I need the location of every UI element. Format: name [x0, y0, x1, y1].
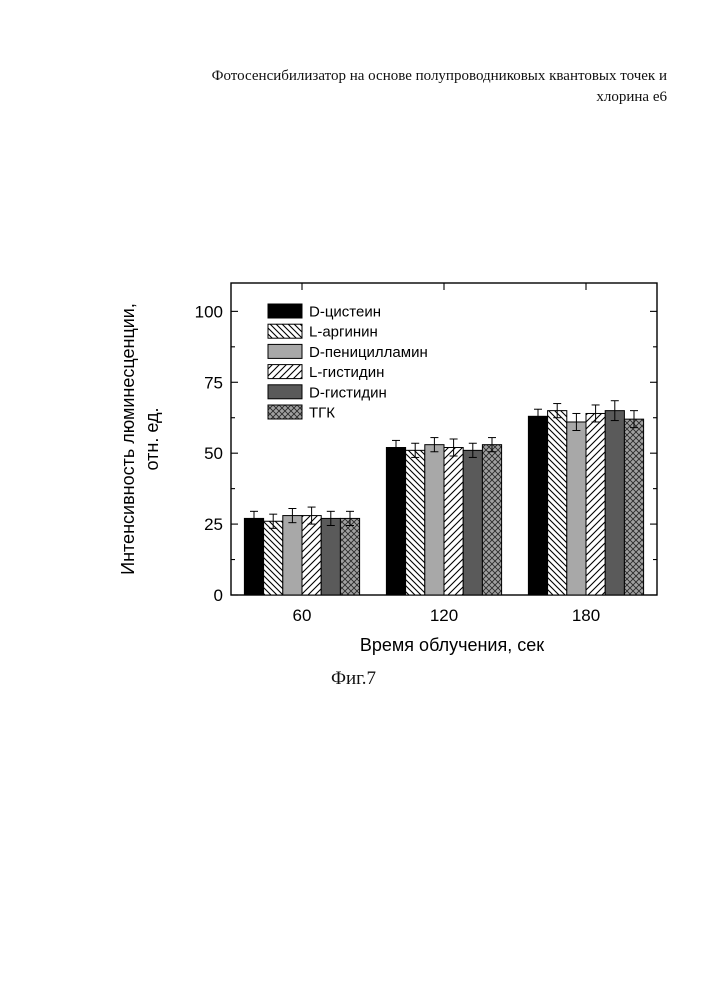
bar [605, 411, 624, 595]
bar [340, 518, 359, 595]
bar [624, 419, 643, 595]
bar [244, 518, 263, 595]
bar [482, 445, 501, 595]
x-axis-title: Время облучения, сек [360, 635, 544, 655]
bar [528, 416, 547, 595]
bar [302, 516, 321, 595]
bar [386, 448, 405, 595]
legend-swatch [268, 324, 302, 338]
legend-swatch [268, 365, 302, 379]
x-tick-label: 180 [572, 606, 600, 625]
x-tick-label: 120 [430, 606, 458, 625]
legend-label: L-аргинин [309, 324, 378, 341]
legend-label: ТГК [309, 405, 335, 422]
bar [283, 516, 302, 595]
bar [321, 518, 340, 595]
y-tick-label: 25 [204, 515, 223, 534]
legend-label: L-гистидин [309, 364, 384, 381]
bar [463, 450, 482, 595]
x-tick-label: 60 [293, 606, 312, 625]
y-axis-title-line-1: Интенсивность люминесценции, [118, 303, 138, 575]
bar [264, 521, 283, 595]
legend-swatch [268, 304, 302, 318]
bar [406, 450, 425, 595]
legend-label: D-цистеин [309, 304, 381, 321]
y-tick-label: 100 [195, 302, 223, 321]
y-axis-title-line-2: отн. ед. [142, 408, 162, 471]
figure-caption: Фиг.7 [0, 668, 707, 690]
y-tick-label: 50 [204, 444, 223, 463]
legend-swatch [268, 385, 302, 399]
legend-swatch [268, 405, 302, 419]
legend-label: D-гистидин [309, 384, 387, 401]
bar [548, 411, 567, 595]
legend-swatch [268, 344, 302, 358]
bar [586, 413, 605, 595]
y-tick-label: 0 [214, 586, 223, 605]
bar [567, 422, 586, 595]
bar [444, 448, 463, 595]
legend-label: D-пеницилламин [309, 344, 428, 361]
y-tick-label: 75 [204, 373, 223, 392]
bar [425, 445, 444, 595]
